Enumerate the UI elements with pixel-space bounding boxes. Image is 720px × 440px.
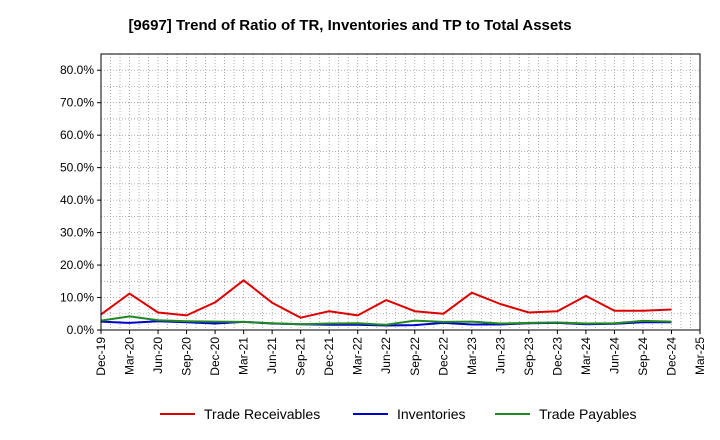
x-tick-label: Jun-21: [265, 337, 279, 374]
x-tick-label: Mar-25: [693, 337, 707, 375]
chart-title: [9697] Trend of Ratio of TR, Inventories…: [128, 17, 571, 34]
series-line-trade-payables: [100, 315, 672, 326]
y-tick-label: 40.0%: [60, 193, 94, 207]
x-tick-label: Dec-22: [436, 337, 450, 376]
x-tick-label: Dec-21: [322, 337, 336, 376]
x-tick-label: Dec-20: [208, 337, 222, 376]
x-tick-label: Jun-24: [607, 337, 621, 374]
y-tick-label: 80.0%: [60, 63, 94, 77]
y-tick-label: 60.0%: [60, 128, 94, 142]
x-tick-label: Jun-23: [493, 337, 507, 374]
y-tick-label: 70.0%: [60, 96, 94, 110]
y-tick-label: 30.0%: [60, 226, 94, 240]
y-tick-label: 0.0%: [67, 323, 95, 337]
plot-area-border: [100, 53, 701, 331]
legend-label: Inventories: [397, 406, 465, 422]
series-line-trade-receivables: [100, 279, 672, 319]
x-axis-ticks: Dec-19 Mar-20 Jun-20 Sep-20 Dec-20 Mar-21 Jun-…: [94, 330, 707, 376]
x-tick-label: Sep-21: [294, 337, 308, 376]
x-tick-label: Dec-19: [94, 337, 108, 376]
grid-lines: [100, 53, 701, 331]
legend-label: Trade Payables: [539, 406, 637, 422]
x-tick-label: Mar-24: [579, 337, 593, 375]
x-tick-label: Mar-22: [351, 337, 365, 375]
y-axis-ticks: 0.0% 10.0% 20.0% 30.0% 40.0% 50.0% 60.0% 70.0% 8…: [60, 63, 101, 337]
x-tick-label: Dec-24: [664, 337, 678, 376]
x-tick-label: Jun-20: [151, 337, 165, 374]
x-tick-label: Dec-23: [550, 337, 564, 376]
legend-label: Trade Receivables: [204, 406, 320, 422]
x-tick-label: Mar-21: [237, 337, 251, 375]
y-tick-label: 10.0%: [60, 291, 94, 305]
legend: Trade Receivables Inventories Trade Payabl…: [160, 406, 637, 422]
y-tick-label: 20.0%: [60, 258, 94, 272]
x-tick-label: Sep-23: [522, 337, 536, 376]
series-lines: [100, 279, 672, 327]
x-tick-label: Sep-24: [636, 337, 650, 376]
x-tick-label: Sep-22: [408, 337, 422, 376]
y-tick-label: 50.0%: [60, 161, 94, 175]
x-tick-label: Sep-20: [180, 337, 194, 376]
x-tick-label: Mar-20: [123, 337, 137, 375]
x-tick-label: Mar-23: [465, 337, 479, 375]
x-tick-label: Jun-22: [379, 337, 393, 374]
